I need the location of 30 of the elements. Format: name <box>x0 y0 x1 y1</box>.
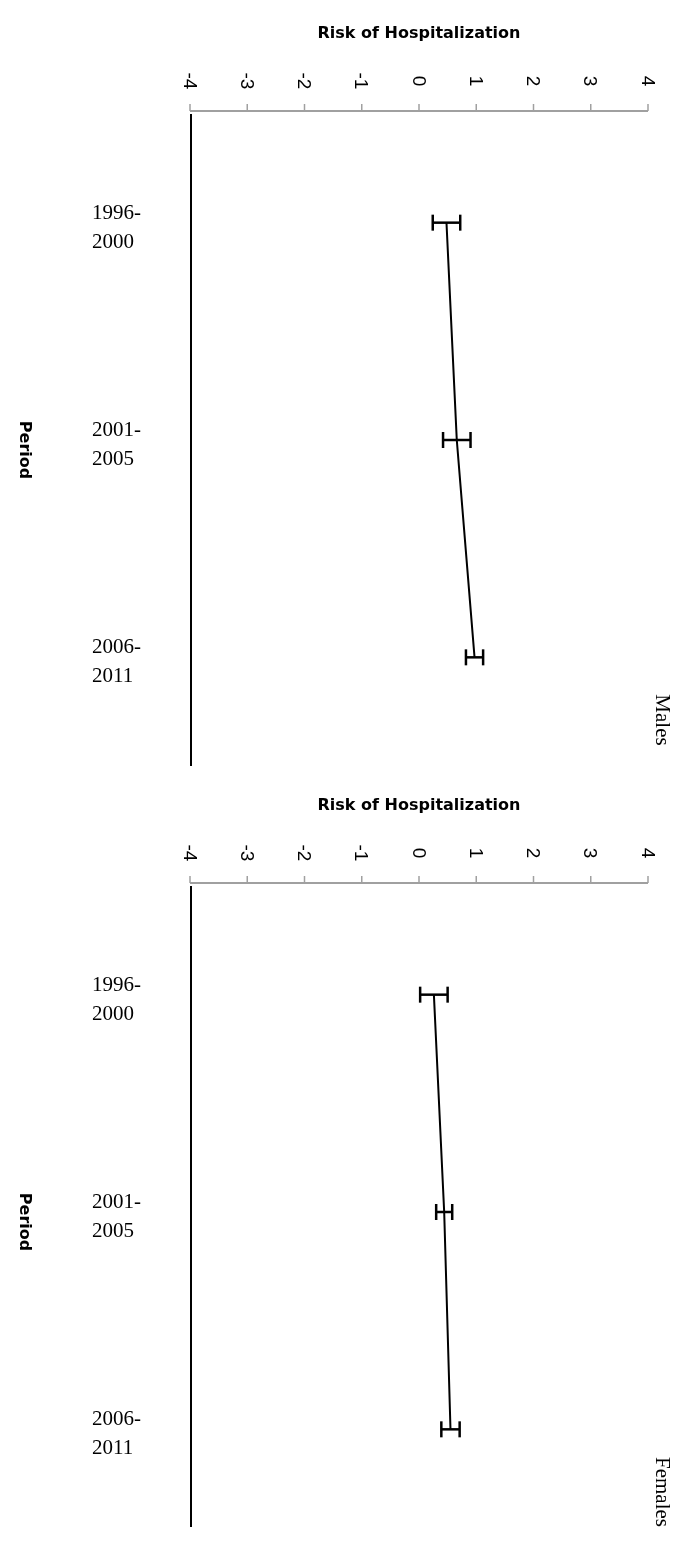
y-tick-label: 2006-2011 <box>92 1406 141 1460</box>
x-axis-title: Risk of Hospitalization <box>317 795 521 814</box>
x-tick-label: 0 <box>408 75 430 87</box>
x-tick-label: -1 <box>351 844 373 862</box>
y-tick-label: 2001-2005 <box>92 417 141 470</box>
text: Males <box>651 694 675 746</box>
x-tick-label: 2 <box>523 75 544 87</box>
x-tick-label: 1 <box>465 75 487 87</box>
x-tick-label: -3 <box>236 844 258 862</box>
x-tick-label: -2 <box>294 844 315 862</box>
x-tick-label: -3 <box>236 72 258 90</box>
x-tick-label: -4 <box>179 72 201 90</box>
x-tick-label: 3 <box>580 75 602 87</box>
x-axis-title: Risk of Hospitalization <box>317 23 521 42</box>
x-tick-label: 0 <box>408 847 430 859</box>
x-tick-label: 4 <box>637 847 659 859</box>
y-tick-label: 2001-2005 <box>92 1189 141 1242</box>
x-tick-label: -4 <box>179 844 201 862</box>
x-tick-label: 1 <box>465 847 487 859</box>
x-tick-label: -1 <box>351 72 373 90</box>
y-tick-label: 2006-2011 <box>92 634 141 688</box>
y-axis-title: Period <box>16 1192 35 1252</box>
x-tick-label: 3 <box>580 847 602 859</box>
y-axis-title: Period <box>16 420 35 480</box>
x-tick-label: -2 <box>294 72 315 90</box>
y-tick-label: 1996-2000 <box>92 971 141 1025</box>
text: Females <box>651 1457 675 1527</box>
y-tick-label: 1996-2000 <box>92 199 141 253</box>
x-tick-label: 2 <box>523 847 544 859</box>
x-tick-label: 4 <box>637 75 659 87</box>
